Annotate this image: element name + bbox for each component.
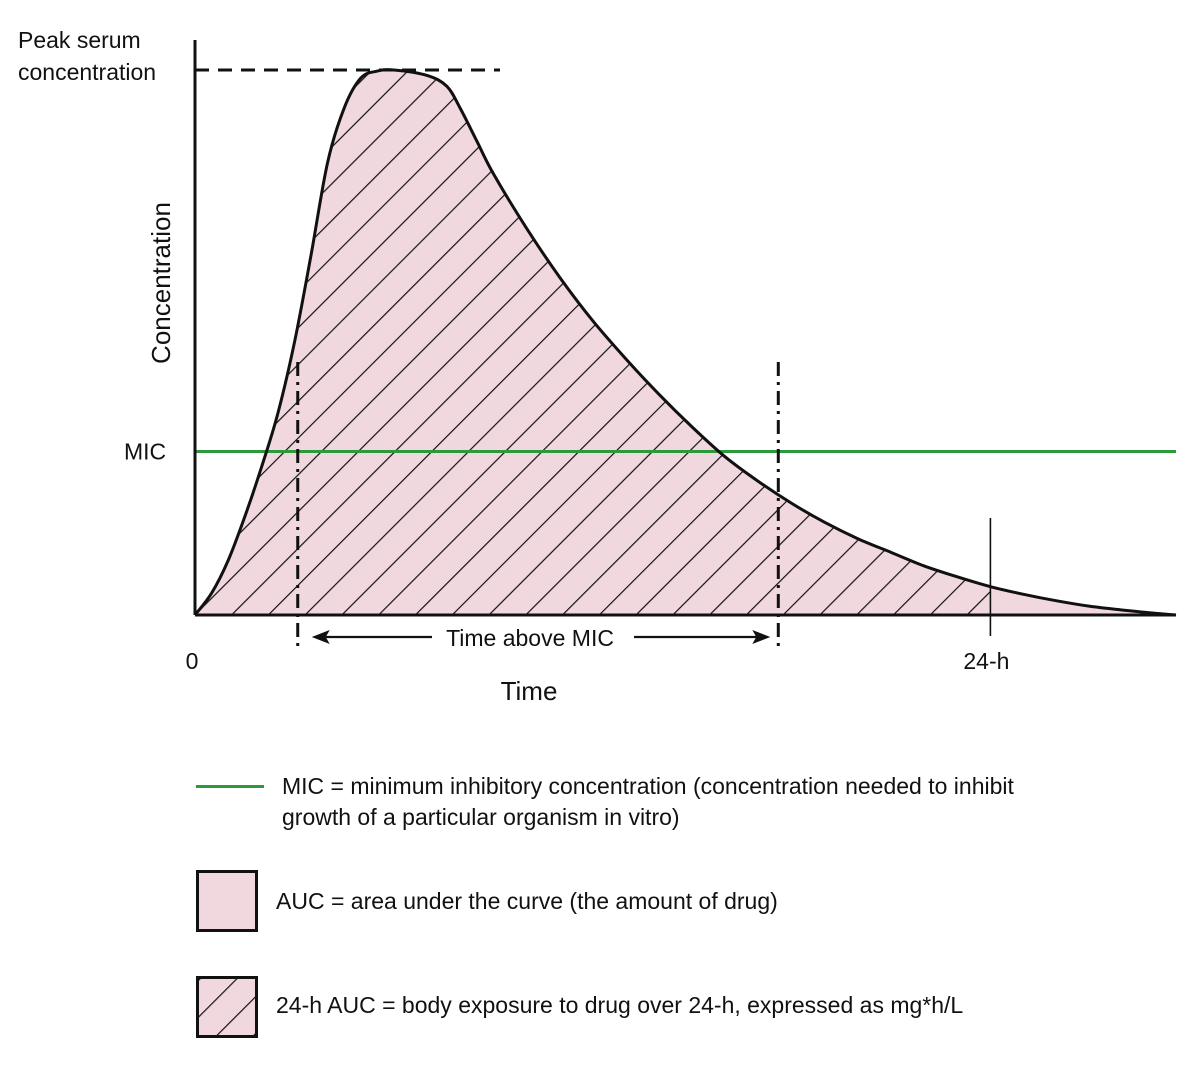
legend-mic-text: MIC = minimum inhibitory concentration (… — [282, 771, 1014, 833]
arrow-right-head-icon — [752, 630, 771, 644]
auc-24h-hatched-area — [195, 69, 991, 615]
legend-mic: MIC = minimum inhibitory concentration (… — [196, 771, 1014, 833]
legend-mic-line1: MIC = minimum inhibitory concentration (… — [282, 773, 1014, 799]
legend-auc24: 24-h AUC = body exposure to drug over 24… — [196, 976, 963, 1038]
peak-label-line2: concentration — [18, 59, 156, 85]
legend-mic-line2: growth of a particular organism in vitro… — [282, 804, 680, 830]
legend-auc-swatch — [196, 870, 258, 932]
legend-auc24-swatch — [196, 976, 258, 1038]
y-axis-title: Concentration — [146, 202, 176, 364]
x-tick-24h: 24-h — [963, 648, 1009, 674]
hatch-swatch-icon — [199, 979, 255, 1035]
legend-auc: AUC = area under the curve (the amount o… — [196, 870, 778, 932]
peak-label-line1: Peak serum — [18, 27, 141, 53]
x-tick-0: 0 — [186, 648, 199, 674]
mic-label: MIC — [124, 439, 166, 465]
legend-auc-text: AUC = area under the curve (the amount o… — [276, 888, 778, 914]
legend-mic-swatch — [196, 785, 264, 788]
pk-chart: Peak serum concentration MIC Concentrati… — [18, 27, 1177, 706]
arrow-left-head-icon — [311, 630, 330, 644]
legend-auc24-text: 24-h AUC = body exposure to drug over 24… — [276, 992, 964, 1018]
x-axis-title: Time — [501, 676, 558, 706]
time-above-mic-label: Time above MIC — [446, 625, 614, 651]
concentration-curve — [193, 68, 1177, 617]
